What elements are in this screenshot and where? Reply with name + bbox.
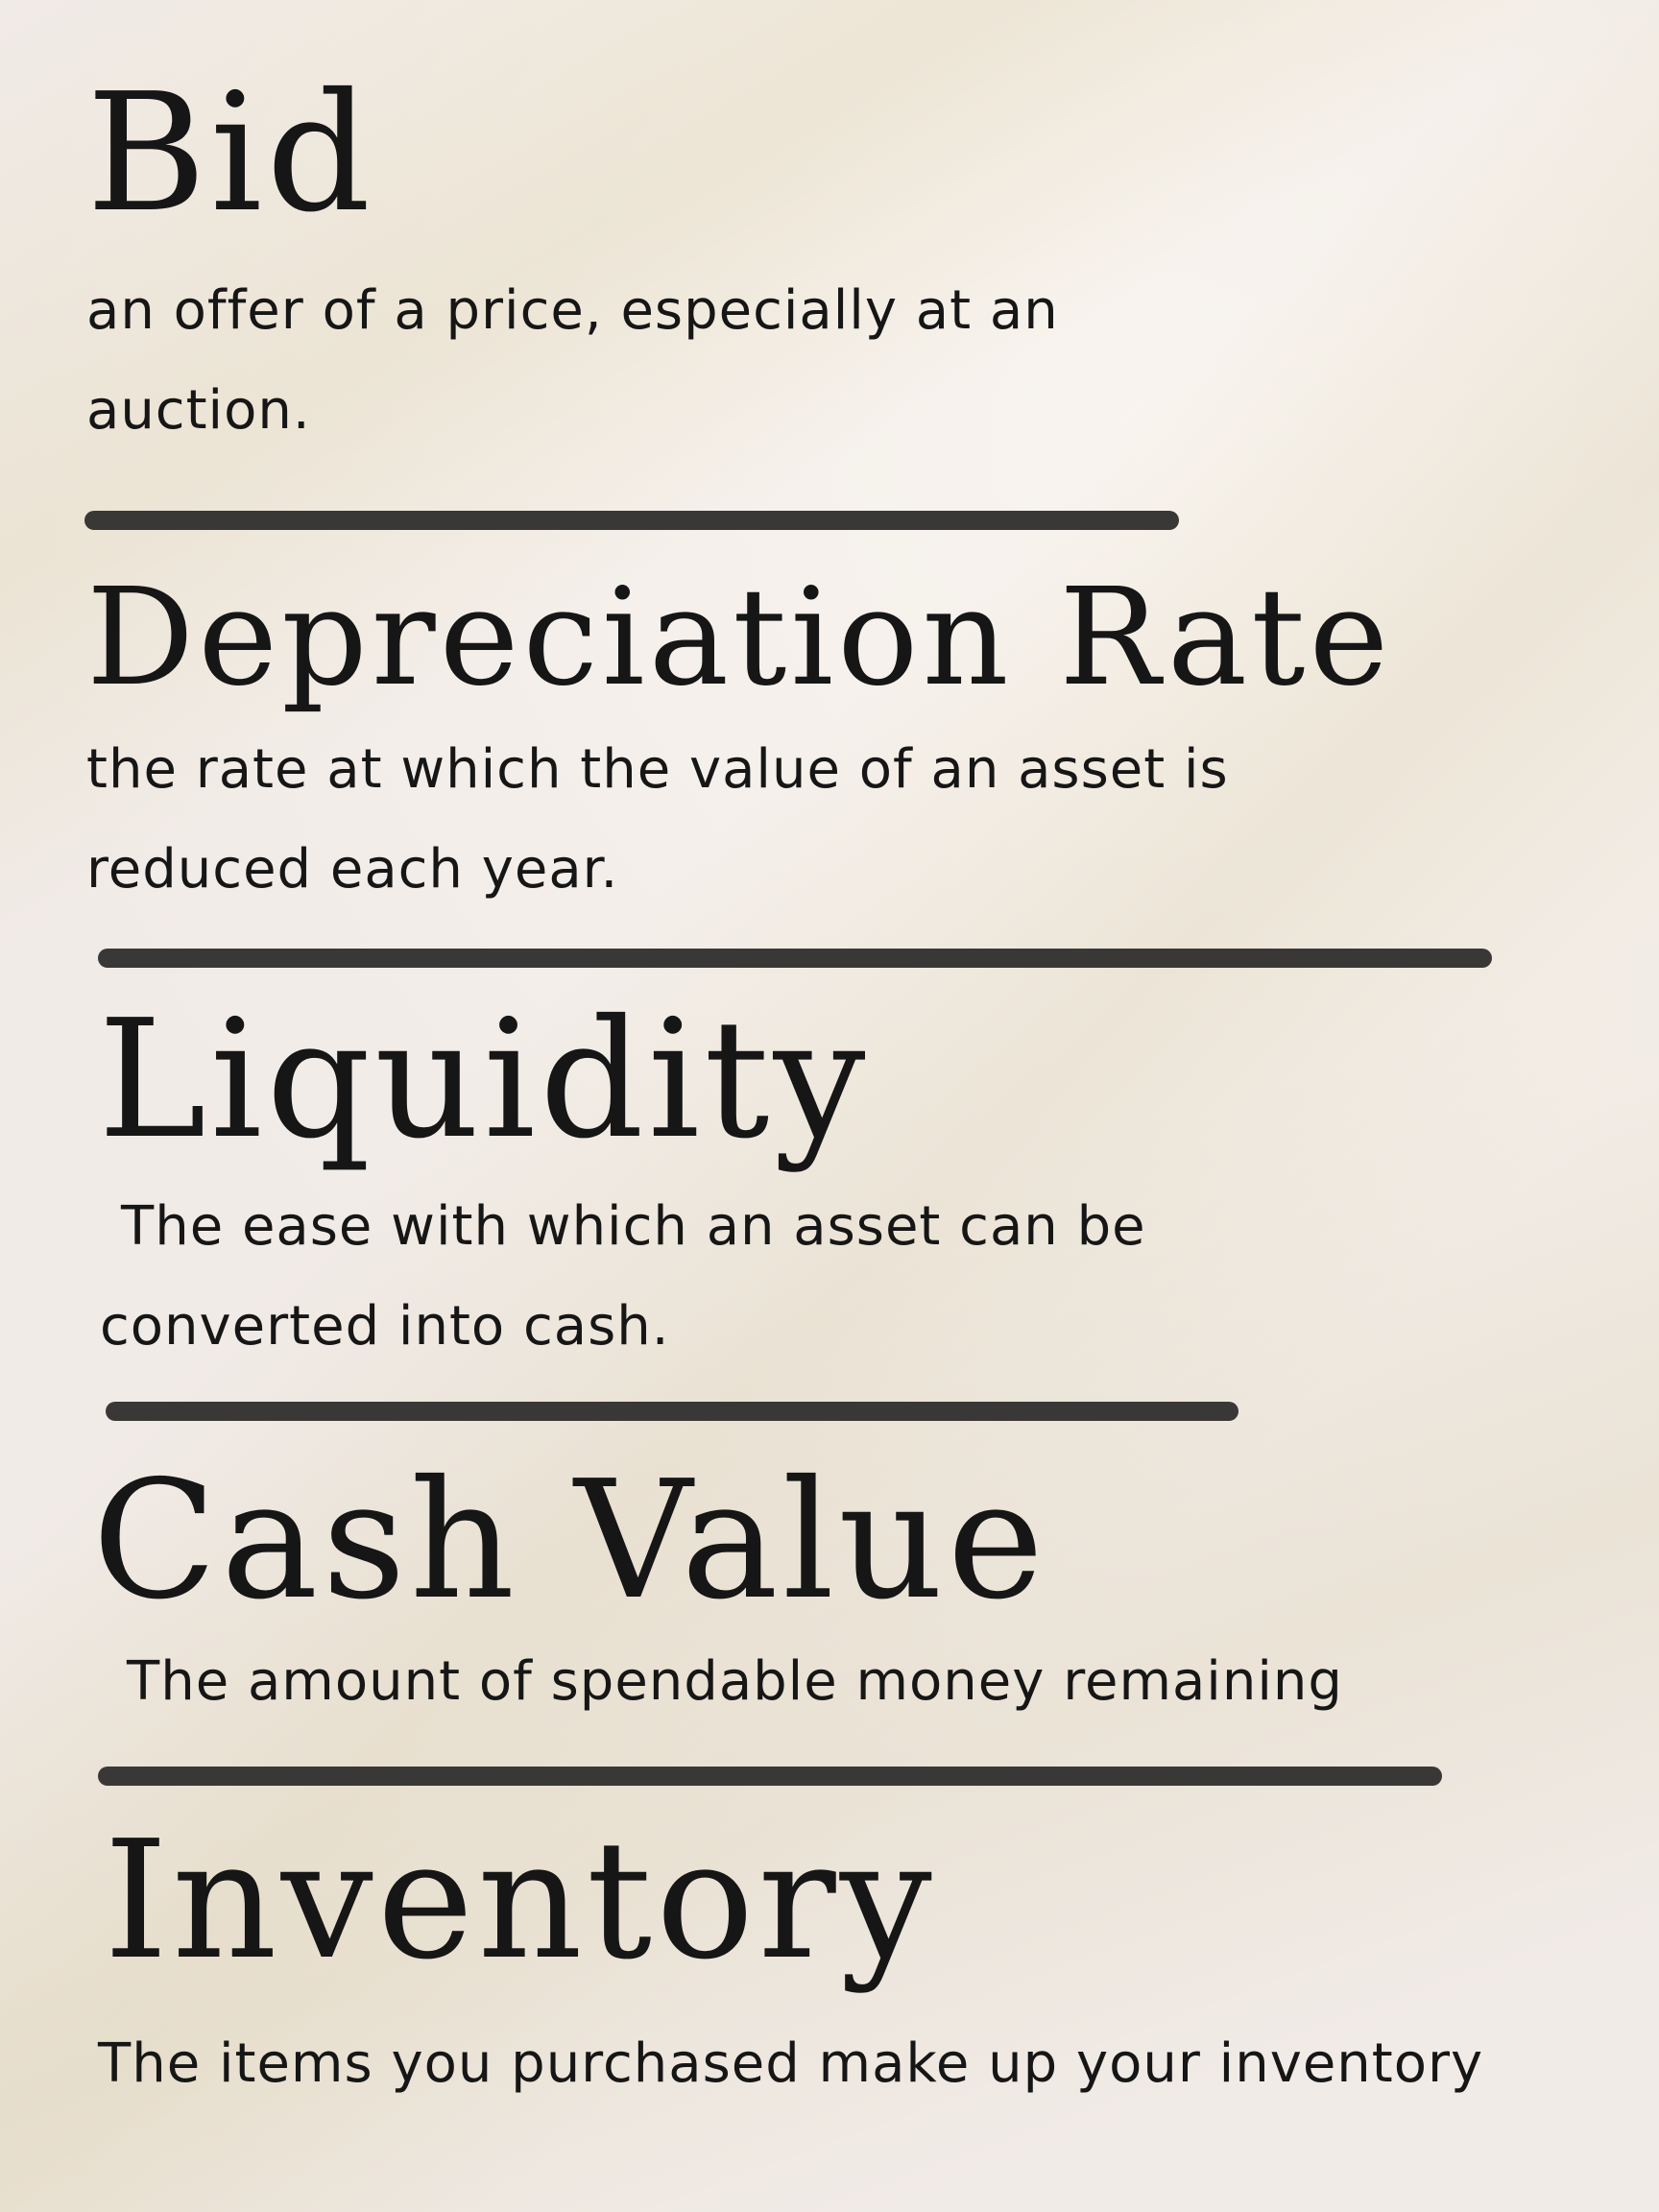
- divider: [98, 949, 1492, 968]
- term-bid: Bid: [86, 59, 375, 249]
- definition-inventory: The items you purchased make up your inv…: [98, 2032, 1484, 2095]
- definition-bid: an offer of a price, especially at an au…: [86, 279, 1059, 442]
- definition-cash-value: The amount of spendable money remaining: [127, 1650, 1343, 1713]
- definition-depreciation-rate: the rate at which the value of an asset …: [86, 738, 1229, 901]
- divider: [106, 1402, 1238, 1421]
- term-cash-value: Cash Value: [92, 1446, 1048, 1636]
- term-liquidity: Liquidity: [98, 985, 870, 1175]
- divider: [84, 511, 1179, 530]
- term-inventory: Inventory: [104, 1806, 936, 1996]
- term-depreciation-rate: Depreciation Rate: [86, 560, 1393, 716]
- divider: [98, 1767, 1442, 1786]
- definition-liquidity: The ease with which an asset can be conv…: [100, 1195, 1146, 1358]
